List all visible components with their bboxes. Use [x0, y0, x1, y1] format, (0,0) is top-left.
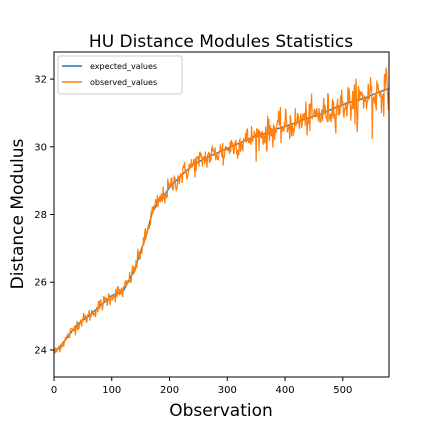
- x-axis: 0 100 200 300 400 500: [51, 377, 352, 396]
- plot-lines: [53, 67, 390, 355]
- y-tick-label: 28: [34, 210, 47, 221]
- chart-title: HU Distance Modules Statistics: [89, 32, 353, 52]
- y-tick-label: 32: [34, 75, 47, 86]
- legend-label-expected: expected_values: [90, 62, 157, 71]
- y-tick-label: 30: [34, 142, 47, 153]
- x-tick-label: 100: [102, 385, 121, 396]
- legend: expected_values observed_values: [57, 55, 183, 95]
- x-tick-label: 200: [160, 385, 179, 396]
- y-tick-label: 26: [34, 278, 47, 289]
- series-observed-values: [53, 67, 390, 355]
- legend-box: [57, 55, 183, 95]
- x-tick-label: 500: [333, 385, 352, 396]
- x-tick-label: 0: [51, 385, 57, 396]
- x-axis-label: Observation: [169, 401, 273, 421]
- x-tick-label: 400: [275, 385, 294, 396]
- legend-label-observed: observed_values: [90, 78, 157, 87]
- y-axis-label: Distance Modulus: [8, 138, 28, 289]
- x-tick-label: 300: [218, 385, 237, 396]
- y-tick-label: 24: [34, 345, 47, 356]
- y-axis: 24 26 28 30 32: [34, 75, 54, 356]
